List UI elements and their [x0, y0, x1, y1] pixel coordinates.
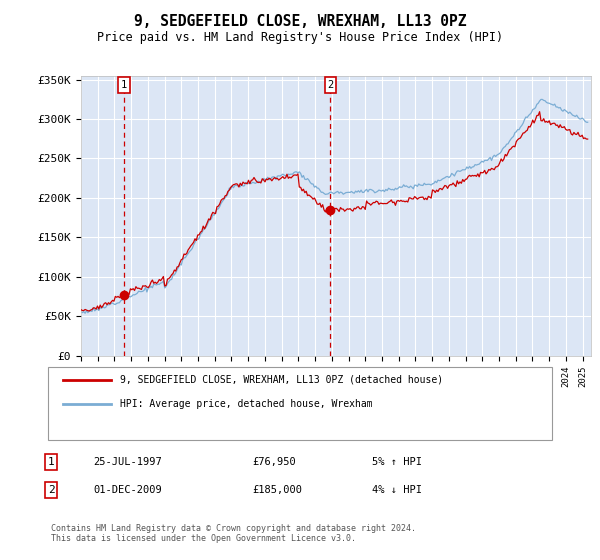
- Text: Contains HM Land Registry data © Crown copyright and database right 2024.
This d: Contains HM Land Registry data © Crown c…: [51, 524, 416, 543]
- Text: 01-DEC-2009: 01-DEC-2009: [93, 485, 162, 495]
- Text: £185,000: £185,000: [252, 485, 302, 495]
- Text: 1: 1: [47, 457, 55, 467]
- Text: 4% ↓ HPI: 4% ↓ HPI: [372, 485, 422, 495]
- Text: 1: 1: [121, 80, 127, 90]
- Text: 2: 2: [47, 485, 55, 495]
- Text: 5% ↑ HPI: 5% ↑ HPI: [372, 457, 422, 467]
- Text: 25-JUL-1997: 25-JUL-1997: [93, 457, 162, 467]
- Text: £76,950: £76,950: [252, 457, 296, 467]
- Text: Price paid vs. HM Land Registry's House Price Index (HPI): Price paid vs. HM Land Registry's House …: [97, 31, 503, 44]
- Text: 2: 2: [328, 80, 334, 90]
- Text: 9, SEDGEFIELD CLOSE, WREXHAM, LL13 0PZ (detached house): 9, SEDGEFIELD CLOSE, WREXHAM, LL13 0PZ (…: [120, 375, 443, 385]
- Text: 9, SEDGEFIELD CLOSE, WREXHAM, LL13 0PZ: 9, SEDGEFIELD CLOSE, WREXHAM, LL13 0PZ: [134, 14, 466, 29]
- Text: HPI: Average price, detached house, Wrexham: HPI: Average price, detached house, Wrex…: [120, 399, 373, 409]
